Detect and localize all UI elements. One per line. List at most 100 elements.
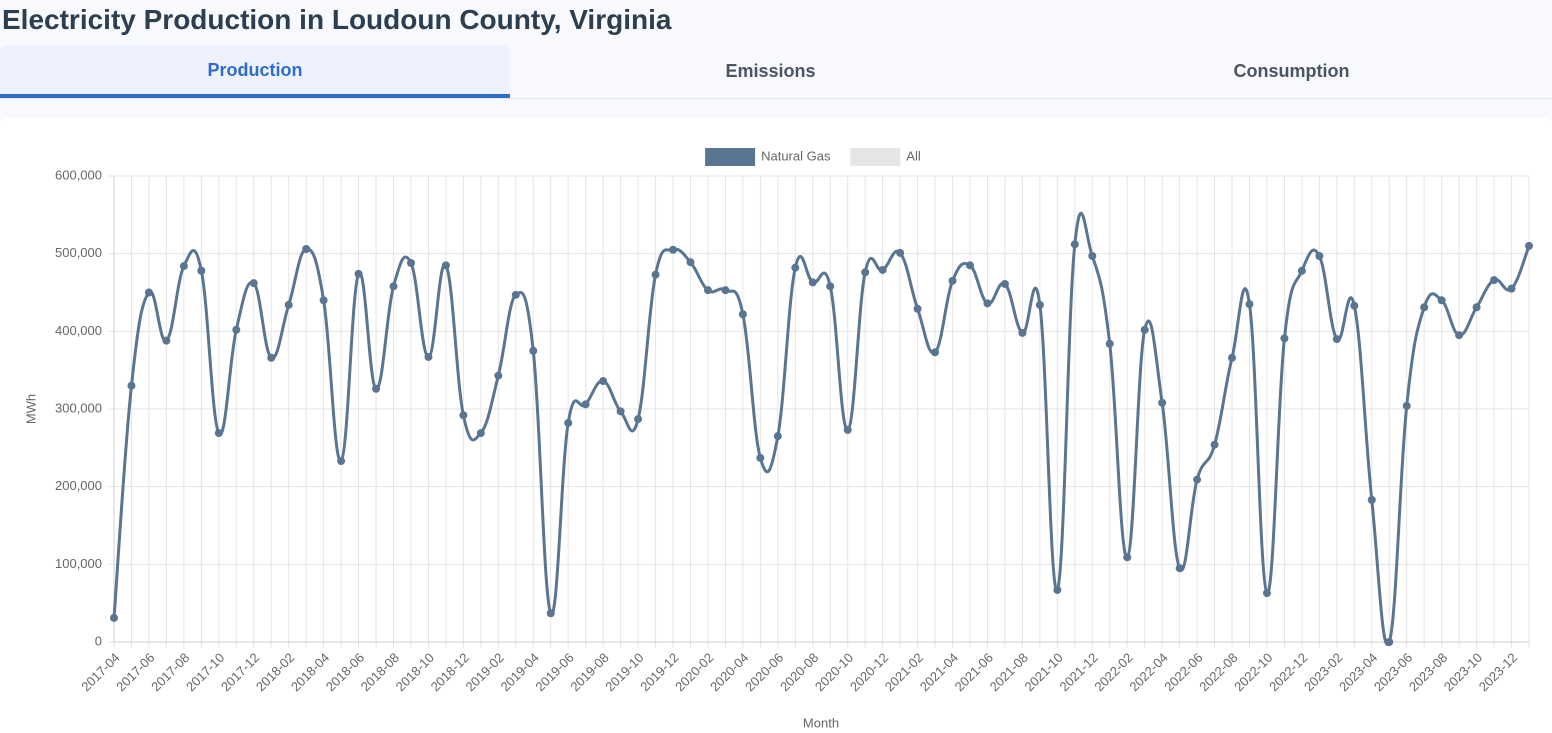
- point[interactable]: [1262, 589, 1271, 598]
- point[interactable]: [878, 265, 887, 274]
- point[interactable]: [1158, 398, 1167, 407]
- point[interactable]: [1297, 266, 1306, 275]
- point[interactable]: [1193, 475, 1202, 484]
- point[interactable]: [1437, 296, 1446, 305]
- point[interactable]: [1525, 241, 1533, 250]
- point[interactable]: [511, 290, 520, 299]
- point[interactable]: [861, 268, 870, 277]
- point[interactable]: [599, 377, 608, 386]
- y-tick-label: 0: [95, 633, 102, 648]
- point[interactable]: [564, 418, 573, 427]
- point[interactable]: [1332, 335, 1341, 344]
- point[interactable]: [1455, 331, 1464, 340]
- point[interactable]: [843, 425, 852, 434]
- line: [112, 212, 1531, 646]
- point[interactable]: [249, 279, 258, 288]
- point[interactable]: [354, 269, 363, 278]
- tab[interactable]: Production: [0, 45, 510, 98]
- x-axis-label: Month: [803, 715, 839, 730]
- point[interactable]: [232, 325, 241, 334]
- point[interactable]: [651, 270, 660, 279]
- point[interactable]: [441, 261, 450, 270]
- point[interactable]: [476, 429, 485, 438]
- legend-swatch[interactable]: [705, 148, 756, 166]
- point[interactable]: [808, 278, 817, 287]
- point[interactable]: [896, 248, 905, 257]
- point[interactable]: [1175, 564, 1184, 573]
- point[interactable]: [406, 258, 415, 267]
- y-tick-label: 100,000: [55, 556, 102, 571]
- point[interactable]: [1245, 300, 1254, 309]
- y-tick-label: 500,000: [55, 245, 102, 260]
- point[interactable]: [1070, 240, 1079, 249]
- point[interactable]: [1105, 339, 1114, 348]
- legend-swatch[interactable]: [850, 148, 901, 166]
- point[interactable]: [1035, 300, 1044, 309]
- point[interactable]: [1315, 251, 1324, 260]
- point[interactable]: [721, 286, 730, 295]
- point[interactable]: [319, 296, 328, 305]
- point[interactable]: [931, 348, 940, 357]
- point[interactable]: [1350, 301, 1359, 310]
- point[interactable]: [1490, 276, 1499, 285]
- point[interactable]: [1385, 638, 1394, 646]
- point[interactable]: [1472, 303, 1481, 312]
- point[interactable]: [913, 304, 922, 313]
- point[interactable]: [1228, 353, 1237, 362]
- point[interactable]: [110, 613, 118, 622]
- point[interactable]: [1367, 495, 1376, 504]
- point[interactable]: [581, 400, 590, 409]
- tab[interactable]: Consumption: [1233, 61, 1350, 81]
- point[interactable]: [1210, 440, 1219, 449]
- point[interactable]: [1123, 553, 1132, 562]
- point[interactable]: [703, 286, 712, 295]
- point[interactable]: [756, 453, 765, 462]
- point[interactable]: [546, 609, 555, 618]
- point[interactable]: [669, 245, 678, 254]
- point[interactable]: [948, 276, 957, 285]
- point[interactable]: [634, 415, 643, 424]
- point[interactable]: [965, 261, 974, 270]
- point[interactable]: [162, 336, 171, 345]
- point[interactable]: [1053, 585, 1062, 594]
- point[interactable]: [1280, 334, 1289, 343]
- point[interactable]: [773, 432, 782, 441]
- point[interactable]: [424, 352, 433, 361]
- point[interactable]: [127, 381, 136, 390]
- point[interactable]: [372, 384, 381, 393]
- point[interactable]: [616, 407, 625, 416]
- point[interactable]: [179, 262, 188, 271]
- point[interactable]: [1402, 401, 1411, 410]
- point[interactable]: [1088, 251, 1097, 260]
- point[interactable]: [529, 346, 538, 355]
- tab[interactable]: Emissions: [725, 61, 816, 81]
- point[interactable]: [1018, 328, 1027, 337]
- point[interactable]: [284, 300, 293, 309]
- x-tick-label: 2023-12: [1476, 650, 1520, 694]
- point[interactable]: [459, 411, 468, 420]
- point[interactable]: [214, 429, 223, 438]
- point[interactable]: [826, 282, 835, 291]
- point[interactable]: [983, 299, 992, 308]
- point[interactable]: [686, 258, 695, 267]
- legend-label[interactable]: All: [906, 148, 921, 163]
- point[interactable]: [738, 310, 747, 319]
- point[interactable]: [144, 288, 153, 297]
- point[interactable]: [494, 371, 503, 380]
- point[interactable]: [267, 353, 276, 362]
- point[interactable]: [1000, 279, 1009, 288]
- chart-card: [0, 118, 1552, 733]
- point[interactable]: [197, 266, 206, 275]
- y-tick-label: 400,000: [55, 323, 102, 338]
- point[interactable]: [1507, 284, 1516, 293]
- point[interactable]: [1140, 325, 1149, 334]
- point[interactable]: [389, 282, 398, 291]
- point[interactable]: [791, 263, 800, 272]
- point[interactable]: [337, 457, 346, 466]
- y-axis-label: MWh: [23, 394, 38, 424]
- point[interactable]: [302, 245, 311, 254]
- legend-label[interactable]: Natural Gas: [761, 148, 831, 163]
- point[interactable]: [1420, 303, 1429, 312]
